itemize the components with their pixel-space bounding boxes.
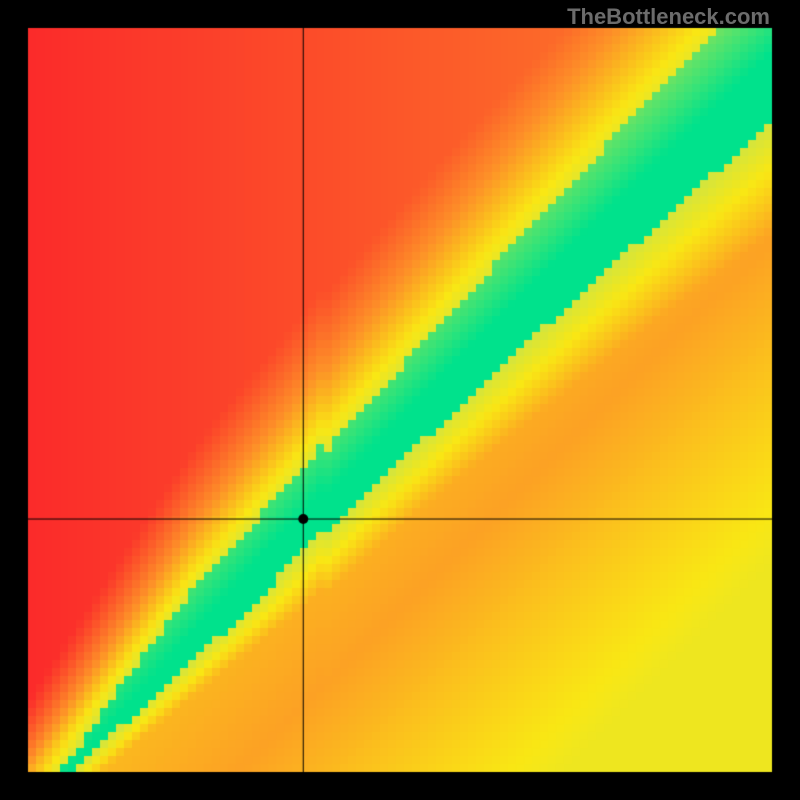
bottleneck-heatmap <box>0 0 800 800</box>
chart-container: { "meta": { "source_label": "TheBottlene… <box>0 0 800 800</box>
